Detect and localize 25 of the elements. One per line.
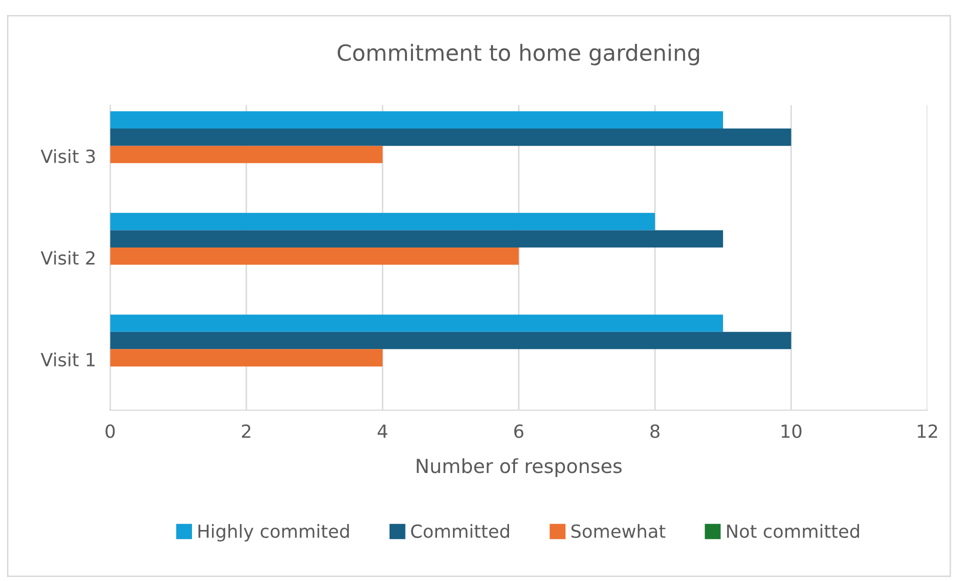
x-tick-label: 2 xyxy=(242,424,250,438)
legend-label: Committed xyxy=(411,524,510,538)
bar xyxy=(110,248,519,265)
chart-title: Commitment to home gardening xyxy=(338,44,700,66)
bar xyxy=(110,111,724,129)
legend-label: Somewhat xyxy=(571,524,666,538)
bar xyxy=(110,332,792,350)
legend-label: Highly commited xyxy=(198,524,349,542)
x-tick-label: 4 xyxy=(378,424,388,438)
bar xyxy=(110,349,383,366)
bar xyxy=(110,146,383,164)
legend-label: Not committed xyxy=(727,524,859,538)
y-tick-label: Visit 2 xyxy=(40,250,94,265)
bar xyxy=(110,212,655,230)
x-tick-label: 12 xyxy=(918,424,938,438)
bar xyxy=(110,314,724,332)
bar xyxy=(110,128,792,146)
x-tick-label: 6 xyxy=(514,424,524,438)
x-tick-label: 8 xyxy=(650,424,660,438)
x-tick-label: 10 xyxy=(782,424,802,438)
x-tick-label: 0 xyxy=(106,424,115,438)
x-axis-title: Number of responses xyxy=(416,458,622,478)
y-tick-label: Visit 3 xyxy=(40,149,95,164)
y-tick-label: Visit 1 xyxy=(40,352,95,366)
bar xyxy=(110,230,724,248)
